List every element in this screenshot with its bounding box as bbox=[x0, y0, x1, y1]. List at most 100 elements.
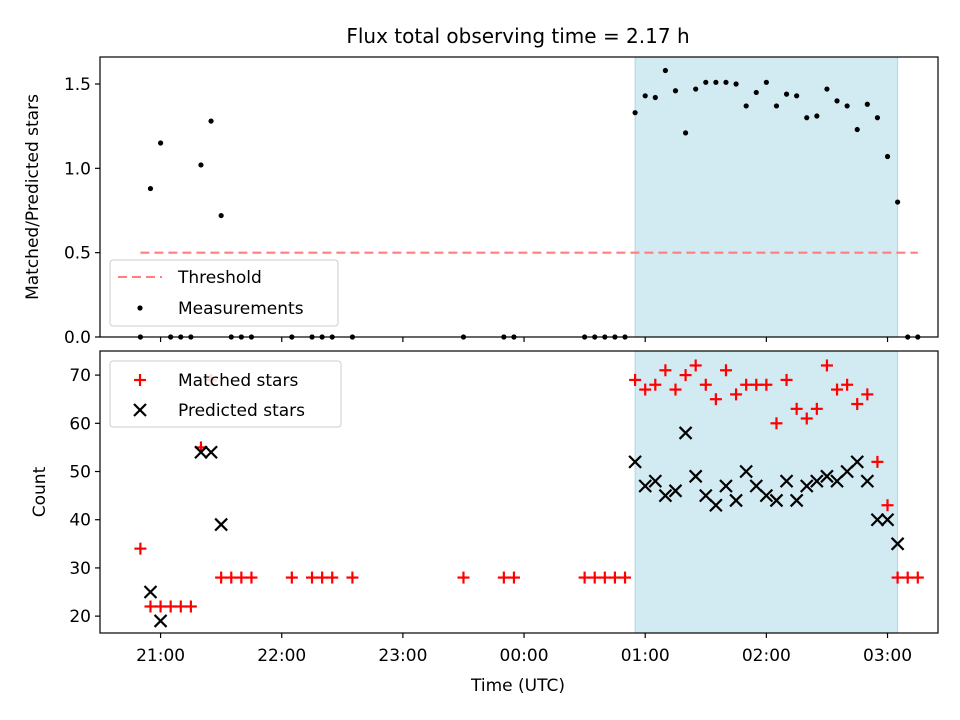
measurement-point bbox=[884, 153, 891, 160]
figure-title: Flux total observing time = 2.17 h bbox=[346, 24, 689, 48]
matched-star-point bbox=[144, 600, 157, 613]
legend-measurements-label: Measurements bbox=[178, 299, 304, 319]
top-y-tick-label: 1.5 bbox=[64, 75, 91, 95]
measurement-point bbox=[682, 130, 689, 136]
top-highlight-span bbox=[634, 56, 899, 338]
matched-star-point bbox=[215, 571, 228, 584]
measurement-point bbox=[693, 86, 699, 92]
matched-star-point bbox=[709, 393, 722, 406]
measurement-point bbox=[652, 94, 658, 101]
predicted-star-point bbox=[789, 493, 804, 508]
measurement-point bbox=[804, 115, 810, 121]
matched-star-point bbox=[851, 398, 864, 411]
matched-star-point bbox=[639, 383, 652, 396]
matched-star-point bbox=[841, 378, 854, 391]
top-measurements-layer bbox=[137, 67, 921, 340]
measurement-point bbox=[854, 126, 860, 133]
top-y-tick-label: 0.5 bbox=[64, 244, 91, 264]
top-y-tick-label: 0.0 bbox=[64, 328, 91, 348]
predicted-star-point bbox=[204, 445, 218, 460]
matched-star-point bbox=[911, 571, 924, 584]
x-axis-label: Time (UTC) bbox=[470, 676, 565, 696]
matched-star-point bbox=[507, 571, 520, 584]
matched-star-point bbox=[820, 359, 833, 372]
predicted-star-point bbox=[658, 488, 673, 503]
predicted-star-point bbox=[729, 493, 743, 508]
measurement-point bbox=[874, 115, 881, 121]
measurement-point bbox=[672, 88, 679, 94]
measurement-point bbox=[632, 110, 638, 116]
matched-star-point bbox=[134, 542, 147, 555]
measurement-point bbox=[157, 140, 164, 146]
measurement-point bbox=[733, 81, 739, 87]
matched-star-point bbox=[679, 369, 692, 382]
predicted-star-point bbox=[214, 517, 228, 532]
measurement-point bbox=[218, 212, 224, 219]
matched-star-point bbox=[598, 571, 611, 584]
predicted-star-point bbox=[719, 479, 733, 493]
predicted-star-point bbox=[779, 474, 794, 488]
measurement-point bbox=[864, 101, 870, 107]
top-panel: 0.0 0.5 1.0 1.5 Matched/Predicted stars Thr… bbox=[23, 56, 939, 348]
matched-star-point bbox=[184, 600, 197, 613]
matched-star-point bbox=[770, 417, 783, 430]
predicted-star-point bbox=[668, 484, 683, 498]
top-legend: Threshold Measurements bbox=[109, 259, 339, 327]
matched-star-point bbox=[629, 373, 642, 386]
x-tick-label: 00:00 bbox=[500, 646, 549, 666]
measurement-point bbox=[662, 67, 668, 74]
predicted-star-point bbox=[799, 479, 814, 493]
matched-star-point bbox=[245, 571, 258, 584]
top-legend-box bbox=[109, 259, 339, 327]
predicted-star-point bbox=[688, 469, 703, 484]
measurement-point bbox=[814, 113, 820, 119]
matched-star-point bbox=[871, 455, 884, 468]
bottom-y-tick-label: 40 bbox=[69, 511, 91, 531]
measurement-point bbox=[147, 185, 154, 192]
bottom-y-tick-label: 50 bbox=[69, 463, 91, 483]
predicted-star-point bbox=[678, 426, 693, 440]
matched-star-point bbox=[719, 364, 732, 377]
measurement-point bbox=[743, 103, 749, 109]
matched-star-point bbox=[800, 412, 813, 425]
bottom-x-axis: 21:00 22:00 23:00 00:00 01:00 02:00 03:00 bbox=[136, 633, 912, 666]
top-y-axis-label: Matched/Predicted stars bbox=[23, 94, 43, 300]
x-tick-label: 03:00 bbox=[863, 646, 912, 666]
predicted-star-point bbox=[769, 493, 784, 508]
matched-star-point bbox=[649, 378, 662, 391]
matched-star-point bbox=[154, 600, 167, 613]
matched-star-point bbox=[285, 571, 298, 584]
matched-star-point bbox=[608, 571, 621, 584]
matched-star-point bbox=[760, 378, 773, 391]
measurement-point bbox=[198, 162, 204, 168]
predicted-star-point bbox=[628, 455, 642, 469]
matched-star-point bbox=[730, 388, 743, 401]
legend-threshold-label: Threshold bbox=[177, 268, 262, 288]
x-tick-label: 23:00 bbox=[378, 646, 427, 666]
legend-matched-swatch bbox=[134, 374, 146, 386]
predicted-star-point bbox=[153, 614, 168, 628]
matched-star-point bbox=[740, 378, 753, 391]
measurement-point bbox=[723, 79, 729, 85]
matched-star-point bbox=[316, 571, 329, 584]
legend-predicted-swatch bbox=[133, 403, 147, 417]
bottom-highlight-span bbox=[634, 350, 899, 634]
top-plot-frame bbox=[99, 56, 939, 338]
matched-star-point bbox=[235, 571, 248, 584]
predicted-star-point bbox=[820, 469, 834, 484]
predicted-star-point bbox=[880, 512, 895, 527]
matched-star-point bbox=[790, 402, 803, 415]
predicted-star-point bbox=[739, 464, 753, 479]
top-y-tick-label: 1.0 bbox=[64, 159, 91, 179]
bottom-legend-box bbox=[109, 360, 342, 428]
x-tick-label: 02:00 bbox=[742, 646, 791, 666]
measurement-point bbox=[753, 89, 759, 96]
bottom-legend: Matched stars Predicted stars bbox=[109, 360, 342, 428]
matched-star-point bbox=[891, 571, 904, 584]
x-tick-label: 21:00 bbox=[136, 646, 185, 666]
measurement-point bbox=[763, 79, 769, 85]
matched-star-point bbox=[326, 571, 339, 584]
matched-star-point bbox=[881, 499, 894, 512]
predicted-star-point bbox=[759, 488, 774, 503]
